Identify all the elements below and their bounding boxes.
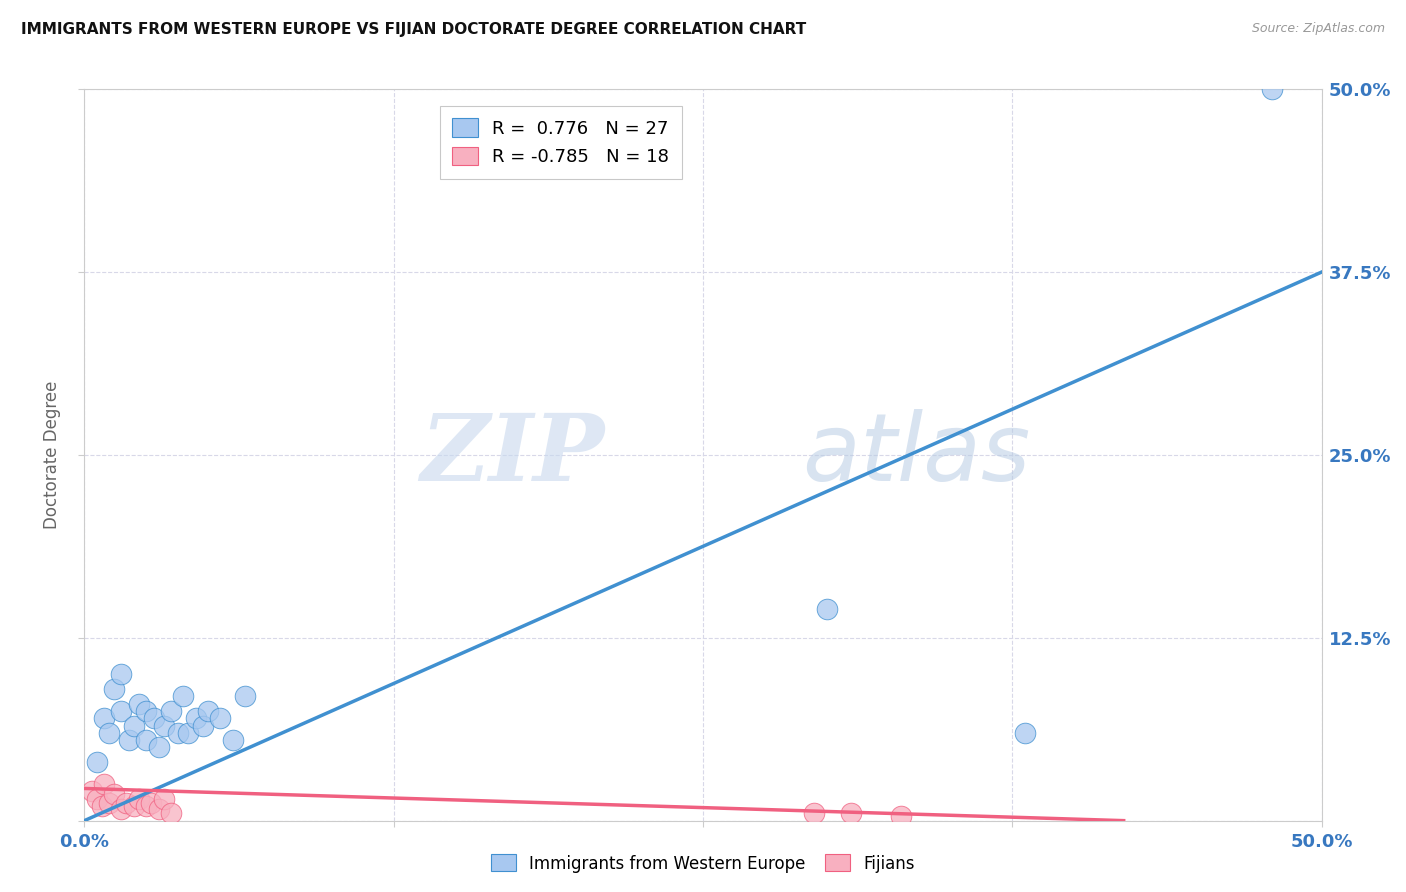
Point — [103, 787, 125, 801]
Point — [160, 806, 183, 821]
Point — [167, 726, 190, 740]
Point — [122, 799, 145, 814]
Point — [80, 784, 103, 798]
Point — [160, 704, 183, 718]
Point — [1014, 726, 1036, 740]
Point — [152, 791, 174, 805]
Point — [98, 726, 121, 740]
Point — [172, 690, 194, 704]
Point — [184, 711, 207, 725]
Text: Source: ZipAtlas.com: Source: ZipAtlas.com — [1251, 22, 1385, 36]
Point — [118, 733, 141, 747]
Point — [90, 799, 112, 814]
Point — [93, 711, 115, 725]
Legend: R =  0.776   N = 27, R = -0.785   N = 18: R = 0.776 N = 27, R = -0.785 N = 18 — [440, 105, 682, 178]
Legend: Immigrants from Western Europe, Fijians: Immigrants from Western Europe, Fijians — [484, 847, 922, 880]
Point — [115, 796, 138, 810]
Point — [135, 799, 157, 814]
Point — [177, 726, 200, 740]
Point — [803, 806, 825, 821]
Point — [148, 740, 170, 755]
Point — [197, 704, 219, 718]
Point — [141, 796, 163, 810]
Text: ZIP: ZIP — [420, 410, 605, 500]
Point — [135, 704, 157, 718]
Point — [110, 802, 132, 816]
Point — [148, 802, 170, 816]
Point — [152, 718, 174, 732]
Point — [110, 667, 132, 681]
Point — [209, 711, 232, 725]
Point — [142, 711, 165, 725]
Point — [110, 704, 132, 718]
Point — [233, 690, 256, 704]
Point — [815, 601, 838, 615]
Point — [1261, 82, 1284, 96]
Point — [86, 791, 108, 805]
Point — [128, 697, 150, 711]
Text: atlas: atlas — [801, 409, 1031, 500]
Point — [191, 718, 214, 732]
Point — [86, 755, 108, 769]
Point — [103, 681, 125, 696]
Point — [222, 733, 245, 747]
Point — [128, 791, 150, 805]
Point — [93, 777, 115, 791]
Text: IMMIGRANTS FROM WESTERN EUROPE VS FIJIAN DOCTORATE DEGREE CORRELATION CHART: IMMIGRANTS FROM WESTERN EUROPE VS FIJIAN… — [21, 22, 806, 37]
Point — [890, 809, 912, 823]
Point — [122, 718, 145, 732]
Point — [98, 796, 121, 810]
Point — [135, 733, 157, 747]
Y-axis label: Doctorate Degree: Doctorate Degree — [42, 381, 60, 529]
Point — [841, 806, 863, 821]
